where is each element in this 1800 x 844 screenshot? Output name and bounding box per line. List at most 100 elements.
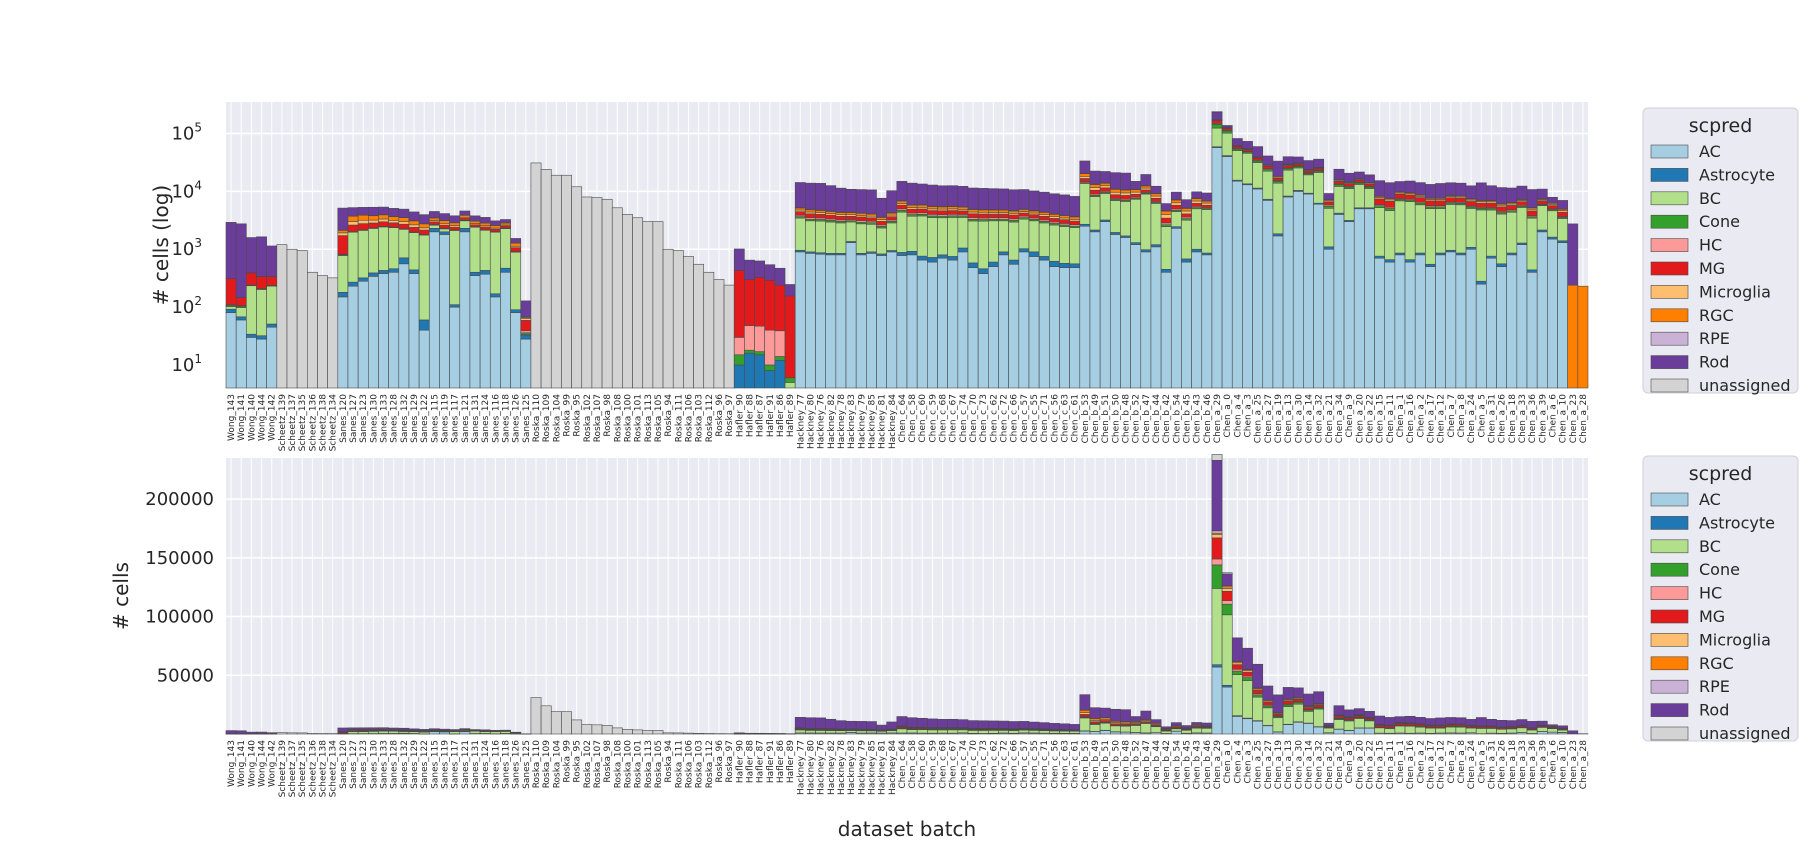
bar-segment	[1324, 208, 1334, 247]
bar-segment	[1364, 721, 1374, 728]
bar-segment	[1497, 264, 1507, 267]
bar-segment	[470, 731, 480, 733]
bar-segment	[1070, 221, 1080, 225]
bar-segment	[1049, 261, 1059, 266]
bar-segment	[734, 249, 744, 270]
bar-segment	[1263, 686, 1273, 700]
bar-segment	[917, 256, 927, 260]
x-tick-label: Chen_b_46	[1203, 394, 1213, 444]
x-tick-label: Roska_108	[613, 394, 623, 443]
x-tick-label: Scheetz_135	[298, 394, 308, 451]
x-tick-label: Chen_b_45	[1183, 740, 1193, 789]
bar-segment	[1486, 258, 1496, 388]
bar-segment	[643, 730, 653, 734]
bar-segment	[1212, 124, 1222, 128]
x-tick-label: Sanes_130	[369, 394, 379, 443]
bar-segment	[978, 721, 988, 729]
x-tick-label: Chen_b_49	[1091, 394, 1101, 444]
bar-segment	[480, 270, 490, 274]
bar-segment	[856, 731, 866, 733]
x-tick-label: Roska_106	[684, 740, 694, 789]
bar-segment	[1253, 721, 1263, 734]
legend-item-label: HC	[1699, 584, 1722, 603]
bar-segment	[429, 218, 439, 221]
x-tick-label: Chen_a_12	[1437, 740, 1447, 789]
bar-segment	[338, 230, 348, 232]
bar-segment	[1466, 208, 1476, 247]
bar-segment	[846, 222, 856, 242]
bar-segment	[755, 277, 765, 326]
bar-segment	[1303, 194, 1313, 388]
bar-segment	[236, 298, 246, 306]
bar-segment	[1558, 200, 1568, 208]
bar-segment	[1192, 252, 1202, 388]
x-tick-label: Roska_99	[563, 394, 573, 437]
x-tick-label: Chen_a_39	[1538, 740, 1548, 789]
x-tick-label: Roska_100	[623, 740, 633, 789]
bar-segment	[226, 731, 236, 734]
bar-segment	[236, 317, 246, 320]
x-tick-label: Chen_a_21	[1325, 394, 1335, 443]
bar-segment	[1222, 604, 1232, 615]
bar-segment	[1009, 260, 1019, 264]
bar-segment	[1385, 208, 1395, 210]
x-tick-label: Chen_c_63	[1061, 740, 1071, 789]
bar-segment	[450, 216, 460, 223]
bar-segment	[1161, 227, 1171, 270]
x-tick-label: Chen_b_51	[1101, 394, 1111, 443]
bar-segment	[1425, 201, 1435, 206]
bar-segment	[450, 230, 460, 304]
bar-segment	[399, 224, 409, 229]
bar-segment	[1202, 255, 1212, 388]
bar-segment	[480, 230, 490, 270]
bar-segment	[348, 225, 358, 232]
x-tick-label: Chen_a_33	[1518, 740, 1528, 789]
bar-segment	[389, 220, 399, 223]
bar-segment	[683, 733, 693, 734]
bar-segment	[897, 255, 907, 388]
bar-segment	[1436, 728, 1446, 733]
bar-segment	[256, 732, 266, 734]
bar-segment	[907, 183, 917, 205]
bar-segment	[389, 269, 399, 273]
bar-segment	[1263, 200, 1273, 388]
bar-segment	[1303, 711, 1313, 723]
x-tick-label: Chen_c_73	[979, 394, 989, 443]
bar-segment	[1212, 531, 1222, 533]
bar-segment	[856, 217, 866, 221]
bar-segment	[429, 232, 439, 388]
bar-segment	[267, 246, 277, 277]
bar-segment	[1131, 199, 1141, 242]
x-tick-label: Sanes_118	[502, 394, 512, 443]
bar-segment	[287, 249, 297, 388]
x-tick-label: Chen_a_3	[1244, 740, 1254, 783]
bar-segment	[429, 228, 439, 232]
bar-segment	[358, 728, 368, 730]
bar-segment	[1222, 591, 1232, 600]
x-tick-label: Chen_c_59	[928, 740, 938, 789]
x-tick-label: Chen_a_9	[1345, 394, 1355, 438]
bar-segment	[744, 280, 754, 326]
bar-segment	[1466, 719, 1476, 725]
bar-segment	[795, 212, 805, 216]
bar-segment	[460, 211, 470, 215]
bar-segment	[1517, 728, 1527, 733]
bar-segment	[795, 252, 805, 388]
x-tick-label: Chen_a_9	[1345, 740, 1355, 784]
bar-segment	[399, 229, 409, 258]
bar-segment	[1303, 707, 1313, 709]
bar-segment	[1161, 731, 1171, 733]
bar-segment	[1070, 217, 1080, 219]
bar-segment	[439, 729, 449, 730]
bar-segment	[1171, 228, 1181, 388]
bar-segment	[917, 184, 927, 205]
bar-segment	[1425, 719, 1435, 725]
bar-segment	[1029, 221, 1039, 252]
bar-segment	[1497, 720, 1507, 726]
x-tick-label: Hackney_81	[878, 394, 888, 449]
bar-segment	[1090, 732, 1100, 734]
x-tick-label: Chen_c_67	[949, 740, 959, 789]
bar-segment	[226, 309, 236, 313]
bar-segment	[409, 225, 419, 228]
bar-segment	[358, 215, 368, 220]
